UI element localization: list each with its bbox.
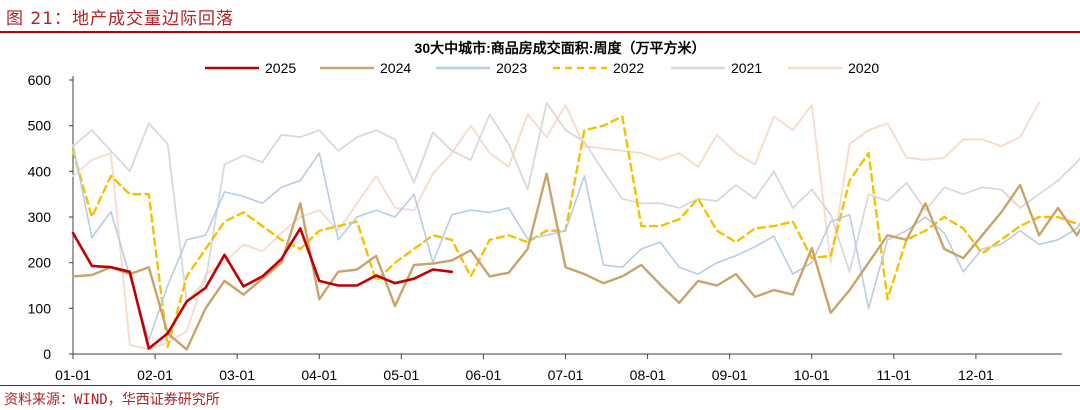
legend-label-2024: 2024 bbox=[380, 60, 411, 76]
x-tick-label: 04-01 bbox=[301, 367, 337, 383]
series-line-2020 bbox=[72, 101, 1041, 351]
series-line-2023 bbox=[72, 144, 1080, 342]
y-tick-label: 100 bbox=[28, 300, 52, 316]
legend-label-2021: 2021 bbox=[731, 60, 762, 76]
y-tick-label: 500 bbox=[28, 118, 52, 134]
figure-title: 图 21：地产成交量边际回落 bbox=[6, 9, 235, 29]
x-tick-label: 07-01 bbox=[548, 367, 584, 383]
legend-label-2020: 2020 bbox=[848, 60, 879, 76]
figure-header: 图 21：地产成交量边际回落 bbox=[0, 0, 1080, 36]
series-line-2022 bbox=[71, 115, 1080, 349]
legend-label-2022: 2022 bbox=[613, 60, 644, 76]
chart-series bbox=[71, 101, 1080, 351]
header-rule bbox=[0, 31, 1080, 33]
y-tick-label: 600 bbox=[28, 72, 52, 88]
x-tick-label: 05-01 bbox=[383, 367, 419, 383]
chart-legend: 2025 2024 2023 2022 2021 2020 bbox=[205, 60, 879, 76]
source-note: 资料来源：WIND，华西证券研究所 bbox=[4, 392, 220, 408]
y-tick-label: 200 bbox=[28, 255, 52, 271]
x-tick-label: 02-01 bbox=[137, 367, 173, 383]
y-tick-label: 400 bbox=[28, 163, 52, 179]
x-tick-label: 01-01 bbox=[55, 367, 91, 383]
legend-label-2023: 2023 bbox=[496, 60, 527, 76]
x-tick-label: 12-01 bbox=[958, 367, 994, 383]
legend-label-2025: 2025 bbox=[265, 60, 296, 76]
y-tick-label: 0 bbox=[43, 346, 51, 362]
series-line-2024 bbox=[71, 172, 1080, 351]
chart-title: 30大中城市:商品房成交面积:周度（万平方米） bbox=[415, 40, 706, 56]
x-tick-label: 06-01 bbox=[466, 367, 502, 383]
line-chart: 30大中城市:商品房成交面积:周度（万平方米） 2025 2024 2023 2022… bbox=[28, 40, 1080, 383]
x-tick-label: 08-01 bbox=[630, 367, 666, 383]
chart-axes: 0 100 200 300 400 500 600 01-01 02-01 03-01 04-01 0… bbox=[28, 72, 1062, 383]
x-tick-label: 10-01 bbox=[794, 367, 830, 383]
y-tick-label: 300 bbox=[28, 209, 52, 225]
series-line-2025 bbox=[71, 227, 454, 350]
x-tick-label: 03-01 bbox=[219, 367, 255, 383]
chart-container: 30大中城市:商品房成交面积:周度（万平方米） 2025 2024 2023 2022… bbox=[0, 34, 1080, 386]
series-line-2021 bbox=[72, 101, 1080, 303]
x-tick-label: 11-01 bbox=[876, 367, 911, 383]
footer-rule bbox=[0, 385, 1080, 386]
x-tick-label: 09-01 bbox=[712, 367, 748, 383]
